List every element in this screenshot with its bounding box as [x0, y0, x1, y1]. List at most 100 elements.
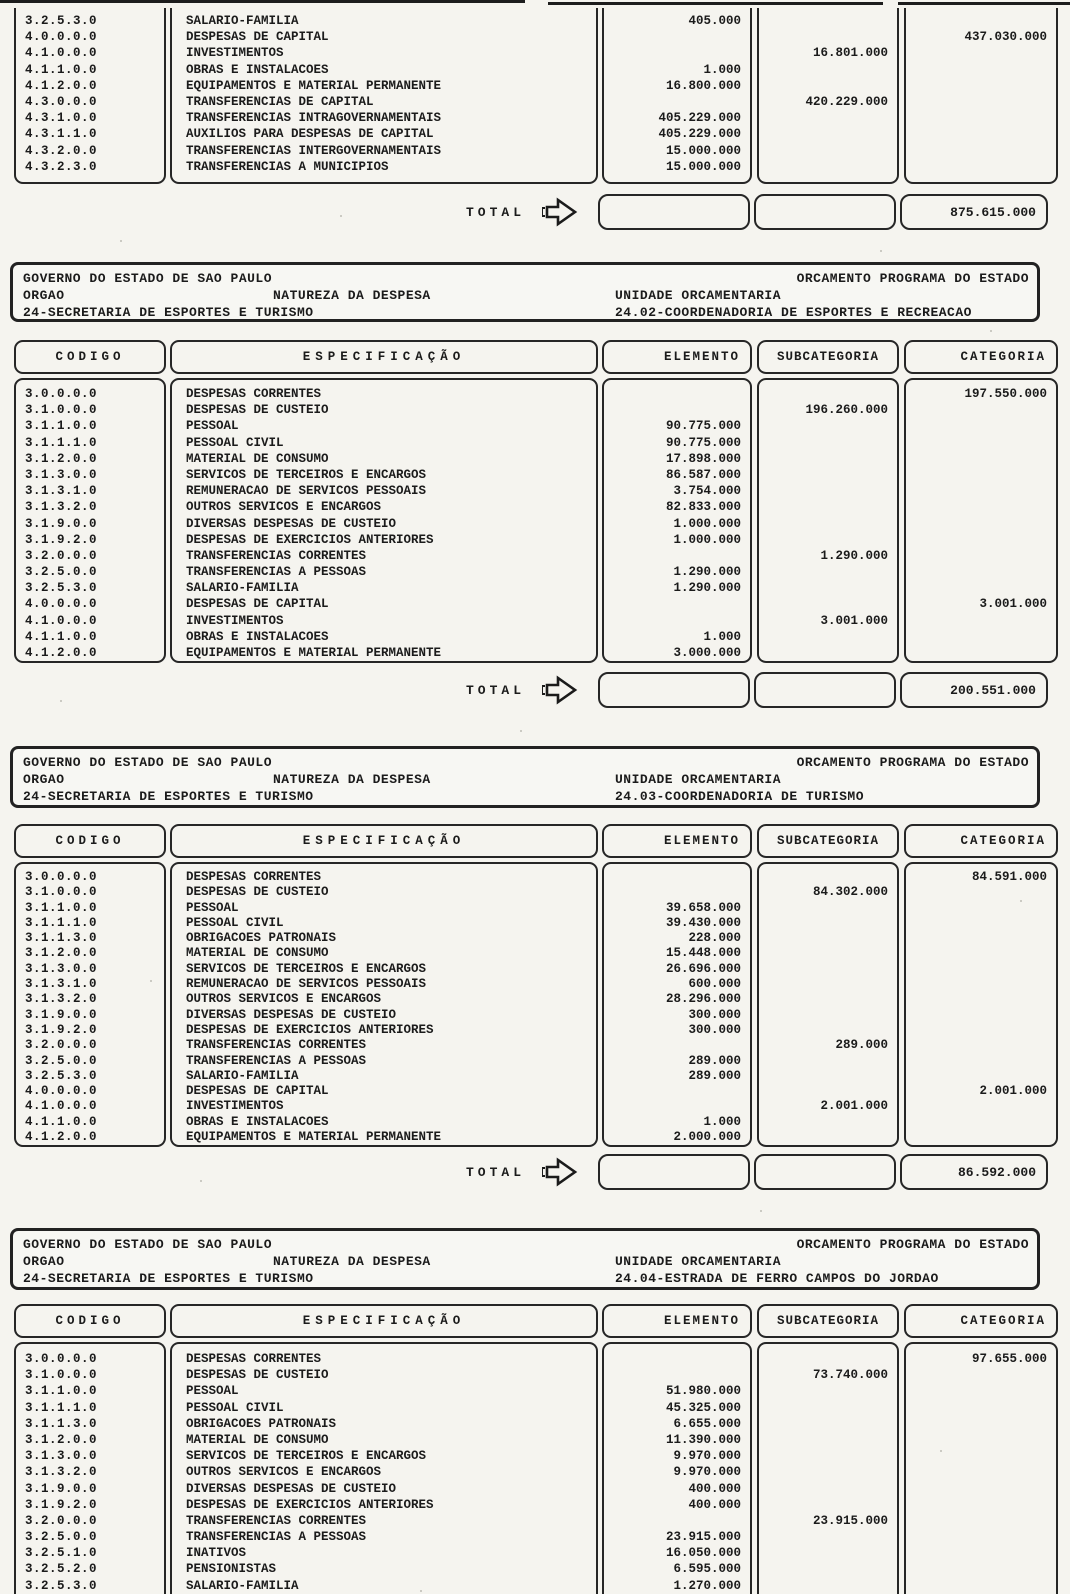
column-header-subcategoria: SUBCATEGORIA	[757, 340, 899, 374]
subcategoria-cell	[759, 916, 897, 931]
code-cell: 3.1.3.0.0	[25, 961, 98, 976]
total-categoria-box: 875.615.000	[900, 194, 1048, 230]
categoria-cell	[906, 94, 1056, 110]
natureza-label: NATUREZA DA DESPESA	[273, 1254, 431, 1269]
subcategoria-cell: 1.290.000	[820, 548, 888, 563]
subcategoria-cell	[759, 1464, 897, 1480]
especificacao-cell: DESPESAS DE EXERCICIOS ANTERIORES	[186, 1022, 434, 1037]
subcategoria-cell	[759, 1115, 897, 1130]
subcategoria-cell	[759, 931, 897, 946]
subcategoria-cell	[759, 1023, 897, 1038]
code-cell: 4.1.1.0.0	[25, 62, 98, 77]
subcategoria-cell	[759, 159, 897, 175]
subcategoria-cell	[759, 1545, 897, 1561]
categoria-cell	[906, 483, 1056, 499]
subcategoria-cell: 196.260.000	[805, 403, 888, 418]
especificacao-cell: EQUIPAMENTOS E MATERIAL PERMANENTE	[186, 78, 442, 93]
categoria-cell	[906, 1038, 1056, 1053]
especificacao-cell: OBRAS E INSTALACOES	[186, 1114, 329, 1129]
elemento-cell	[604, 94, 750, 110]
elemento-cell	[604, 548, 750, 564]
code-cell: 3.1.9.2.0	[25, 1497, 98, 1512]
elemento-cell: 90.775.000	[665, 419, 741, 434]
especificacao-cell: OBRIGACOES PATRONAIS	[186, 931, 337, 946]
categoria-cell	[906, 1561, 1056, 1577]
especificacao-cell: DESPESAS DE CUSTEIO	[186, 885, 329, 900]
subcategoria-cell	[759, 1130, 897, 1145]
subcategoria-cell	[759, 645, 897, 661]
code-column: 3.0.0.0.0 3.1.0.0.0 3.1.1.0.0 3.1.1.1.0 3.1.…	[14, 378, 166, 663]
elemento-cell: 82.833.000	[665, 500, 741, 515]
subcategoria-cell	[759, 435, 897, 451]
subcategoria-cell	[759, 1069, 897, 1084]
elemento-cell: 51.980.000	[665, 1384, 741, 1399]
elemento-cell: 23.915.000	[665, 1530, 741, 1545]
subcategoria-cell	[759, 1054, 897, 1069]
elemento-cell: 405.000	[688, 14, 741, 28]
especificacao-cell: SALARIO-FAMILIA	[186, 14, 299, 28]
total-arrow-icon	[536, 1156, 580, 1188]
page-top-edge-line	[898, 2, 1070, 5]
natureza-label: NATUREZA DA DESPESA	[273, 772, 431, 787]
elemento-cell: 16.050.000	[665, 1546, 741, 1561]
elemento-cell: 16.800.000	[665, 78, 741, 93]
column-header-especificacao: ESPECIFICAÇÃO	[170, 340, 598, 374]
subcategoria-cell	[759, 1008, 897, 1023]
subcategoria-cell	[759, 110, 897, 126]
categoria-cell	[906, 62, 1056, 78]
subcategoria-cell	[759, 1432, 897, 1448]
categoria-cell	[906, 931, 1056, 946]
code-cell: 4.1.2.0.0	[25, 78, 98, 93]
code-cell: 4.3.0.0.0	[25, 94, 98, 109]
code-cell: 3.0.0.0.0	[25, 387, 98, 401]
code-cell: 3.1.3.2.0	[25, 992, 98, 1007]
especificacao-cell: DESPESAS CORRENTES	[186, 387, 322, 401]
elemento-cell	[604, 870, 750, 885]
code-cell: 4.1.0.0.0	[25, 1099, 98, 1114]
categoria-cell	[906, 1383, 1056, 1399]
elemento-cell: 3.754.000	[673, 484, 741, 499]
elemento-cell: 1.270.000	[673, 1578, 741, 1593]
code-cell: 3.1.1.0.0	[25, 1384, 98, 1399]
elemento-cell	[604, 386, 750, 402]
subcategoria-cell	[759, 962, 897, 977]
categoria-cell	[906, 1448, 1056, 1464]
subcategoria-cell	[759, 1497, 897, 1513]
elemento-column: 51.980.000 45.325.000 6.655.000 11.390.000 9…	[602, 1342, 752, 1594]
categoria-cell	[906, 1023, 1056, 1038]
elemento-cell: 1.000	[703, 1114, 741, 1129]
categoria-cell	[906, 1416, 1056, 1432]
especificacao-column: SALARIO-FAMILIA DESPESAS DE CAPITAL INVEST…	[170, 8, 598, 184]
subcategoria-cell	[759, 143, 897, 159]
code-cell: 4.3.1.1.0	[25, 127, 98, 142]
elemento-cell: 45.325.000	[665, 1400, 741, 1415]
elemento-cell: 15.000.000	[665, 159, 741, 174]
elemento-cell: 405.229.000	[658, 127, 741, 142]
elemento-cell: 300.000	[688, 1022, 741, 1037]
especificacao-column: DESPESAS CORRENTES DESPESAS DE CUSTEIO PES…	[170, 378, 598, 663]
categoria-cell	[906, 13, 1056, 29]
column-header-code: CODIGO	[14, 1304, 166, 1338]
especificacao-cell: TRANSFERENCIAS INTERGOVERNAMENTAIS	[186, 143, 442, 158]
especificacao-cell: DIVERSAS DESPESAS DE CUSTEIO	[186, 1007, 397, 1022]
elemento-cell: 15.000.000	[665, 143, 741, 158]
categoria-cell	[906, 613, 1056, 629]
org-title: GOVERNO DO ESTADO DE SAO PAULO	[23, 271, 273, 286]
elemento-cell: 39.430.000	[665, 915, 741, 930]
elemento-cell	[604, 885, 750, 900]
especificacao-cell: REMUNERACAO DE SERVICOS PESSOAIS	[186, 977, 427, 992]
elemento-cell: 600.000	[688, 977, 741, 992]
column-header-categoria: CATEGORIA	[904, 340, 1058, 374]
especificacao-column: DESPESAS CORRENTES DESPESAS DE CUSTEIO PES…	[170, 862, 598, 1147]
code-cell: 3.1.2.0.0	[25, 451, 98, 466]
categoria-cell	[906, 916, 1056, 931]
scan-noise-dot	[520, 730, 522, 732]
code-cell: 3.2.5.3.0	[25, 14, 98, 28]
especificacao-cell: TRANSFERENCIAS CORRENTES	[186, 1513, 367, 1528]
code-cell: 4.1.0.0.0	[25, 46, 98, 61]
elemento-cell: 1.290.000	[673, 581, 741, 596]
categoria-column: 197.550.000 3.001.000	[904, 378, 1058, 663]
especificacao-cell: EQUIPAMENTOS E MATERIAL PERMANENTE	[186, 646, 442, 660]
categoria-cell	[906, 1008, 1056, 1023]
